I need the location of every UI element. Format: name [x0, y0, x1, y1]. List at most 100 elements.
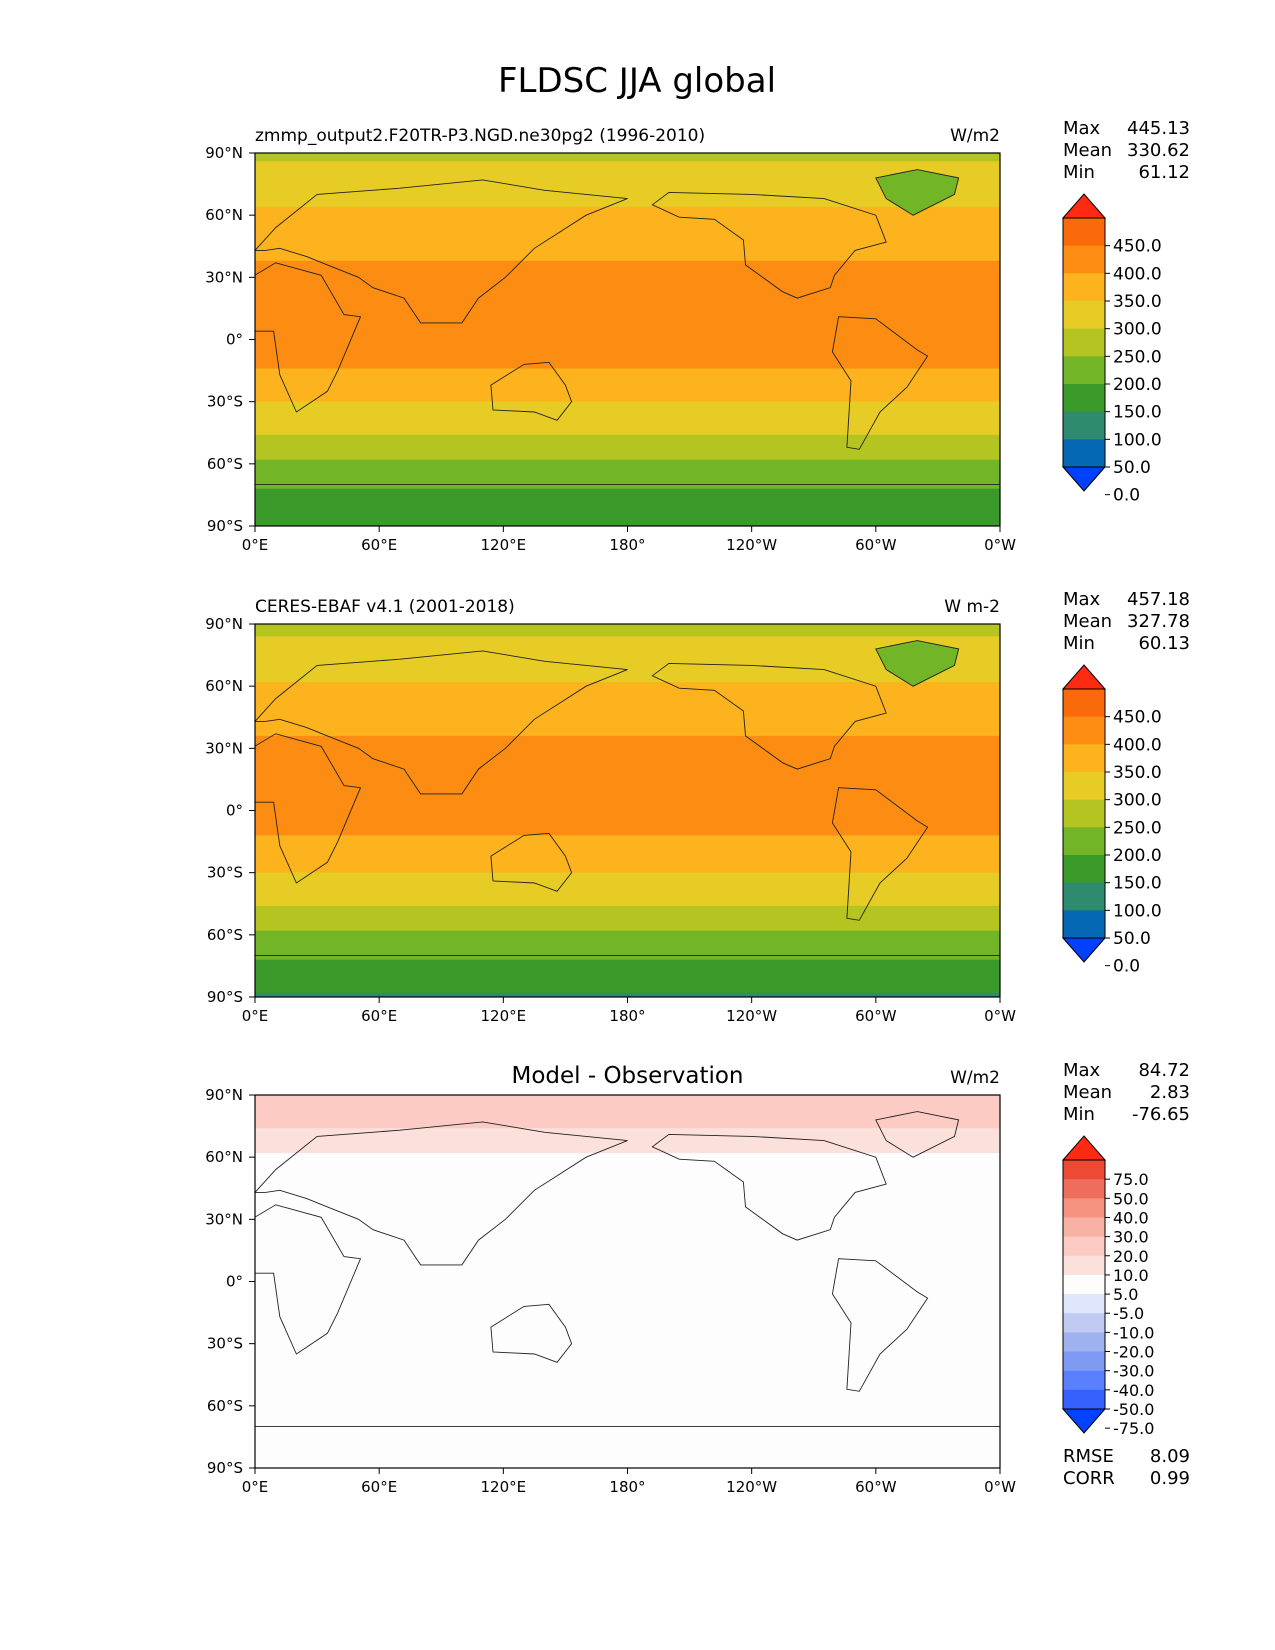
- field-band: [255, 839, 1000, 845]
- colorbar-swatch: [1063, 245, 1105, 274]
- field-band: [255, 984, 1000, 990]
- field-band: [255, 653, 1000, 658]
- field-band: [255, 306, 1000, 312]
- stat-label: Mean: [1063, 140, 1112, 161]
- field-band: [255, 818, 1000, 824]
- field-band: [255, 281, 1000, 287]
- colorbar-label: -75.0: [1113, 1419, 1154, 1438]
- stat-value: 61.12: [1138, 162, 1190, 183]
- field-band: [255, 644, 1000, 650]
- colorbar-swatch: [1063, 1217, 1105, 1238]
- field-band: [255, 335, 1000, 341]
- colorbar-swatch: [1063, 218, 1105, 247]
- field-band: [255, 798, 1000, 803]
- y-tick-label: 60°N: [205, 1148, 243, 1166]
- field-band: [255, 1231, 1000, 1237]
- stat-value: 84.72: [1138, 1060, 1190, 1081]
- field-band: [255, 835, 1000, 841]
- field-band: [255, 1148, 1000, 1154]
- colorbar-label: 0.0: [1113, 957, 1140, 977]
- field-band: [255, 980, 1000, 986]
- field-band: [255, 893, 1000, 899]
- colorbar-label: -10.0: [1113, 1323, 1154, 1342]
- colorbar-swatch: [1063, 1179, 1105, 1199]
- metric-label: CORR: [1063, 1468, 1115, 1489]
- colorbar-label: -30.0: [1113, 1362, 1154, 1381]
- field-band: [255, 1405, 1000, 1411]
- field-band: [255, 789, 1000, 795]
- field-band: [255, 339, 1000, 345]
- colorbar-swatch: [1063, 855, 1105, 884]
- field-band: [255, 1099, 1000, 1104]
- field-band: [255, 764, 1000, 770]
- field-band: [255, 285, 1000, 291]
- x-tick-label: 120°W: [726, 1007, 777, 1025]
- colorbar-swatch: [1063, 882, 1105, 911]
- colorbar-swatch: [1063, 827, 1105, 856]
- field-band: [255, 876, 1000, 882]
- field-band: [255, 1202, 1000, 1208]
- field-band: [255, 1385, 1000, 1390]
- field-band: [255, 934, 1000, 940]
- land-south-america: [831, 316, 929, 450]
- y-tick-label: 30°S: [207, 1335, 243, 1353]
- field-band: [255, 822, 1000, 828]
- land-eurasia: [255, 179, 628, 324]
- colorbar-label: 150.0: [1113, 403, 1162, 423]
- y-tick-label: 60°N: [205, 206, 243, 224]
- metric-value: 0.99: [1150, 1468, 1190, 1489]
- field-band: [255, 930, 1000, 936]
- colorbar-swatch: [1063, 439, 1105, 468]
- colorbar-swatch: [1063, 1389, 1105, 1410]
- stat-value: 2.83: [1150, 1082, 1190, 1103]
- field-band: [255, 455, 1000, 461]
- field-band: [255, 211, 1000, 216]
- field-band: [255, 744, 1000, 749]
- field-band: [255, 1401, 1000, 1407]
- field-band: [255, 385, 1000, 390]
- field-band: [255, 157, 1000, 162]
- field-band: [255, 748, 1000, 754]
- field-band: [255, 735, 1000, 741]
- land-north-america: [651, 1133, 887, 1241]
- field-band: [255, 661, 1000, 667]
- stat-value: 457.18: [1127, 589, 1190, 610]
- stat-value: 445.13: [1127, 118, 1190, 139]
- colorbar-label: 150.0: [1113, 874, 1162, 894]
- land-africa: [255, 262, 362, 413]
- stat-label: Max: [1063, 589, 1101, 610]
- field-band: [255, 364, 1000, 370]
- field-band: [255, 719, 1000, 725]
- field-band: [255, 1186, 1000, 1191]
- field-band: [255, 802, 1000, 807]
- x-tick-label: 60°E: [361, 1478, 397, 1496]
- colorbar-extend-min: [1061, 466, 1107, 492]
- field-band: [255, 909, 1000, 915]
- x-tick-label: 0°W: [984, 536, 1016, 554]
- field-band: [255, 1177, 1000, 1183]
- field-band: [255, 711, 1000, 716]
- colorbar-label: 250.0: [1113, 347, 1162, 367]
- field-band: [255, 1277, 1000, 1283]
- land-greenland: [875, 1111, 960, 1158]
- field-band: [255, 868, 1000, 874]
- y-tick-label: 0°: [226, 1273, 243, 1291]
- field-band: [255, 517, 1000, 523]
- colorbar-label: 200.0: [1113, 375, 1162, 395]
- land-australia: [490, 832, 573, 892]
- panels: zmmp_output2.F20TR-P3.NGD.ne30pg2 (1996-…: [205, 118, 1190, 1496]
- stat-value: 60.13: [1138, 633, 1190, 654]
- field-band: [255, 827, 1000, 832]
- field-band: [255, 963, 1000, 969]
- field-band: [255, 702, 1000, 708]
- colorbar-label: 200.0: [1113, 846, 1162, 866]
- field-band: [255, 1356, 1000, 1361]
- field-band: [255, 690, 1000, 696]
- figure-title: FLDSC JJA global: [498, 61, 776, 101]
- stat-label: Min: [1063, 1104, 1095, 1125]
- colorbar-label: -40.0: [1113, 1381, 1154, 1400]
- field-band: [255, 806, 1000, 812]
- field-band: [255, 856, 1000, 861]
- colorbar-label: 300.0: [1113, 791, 1162, 811]
- colorbar-swatch: [1063, 1294, 1105, 1314]
